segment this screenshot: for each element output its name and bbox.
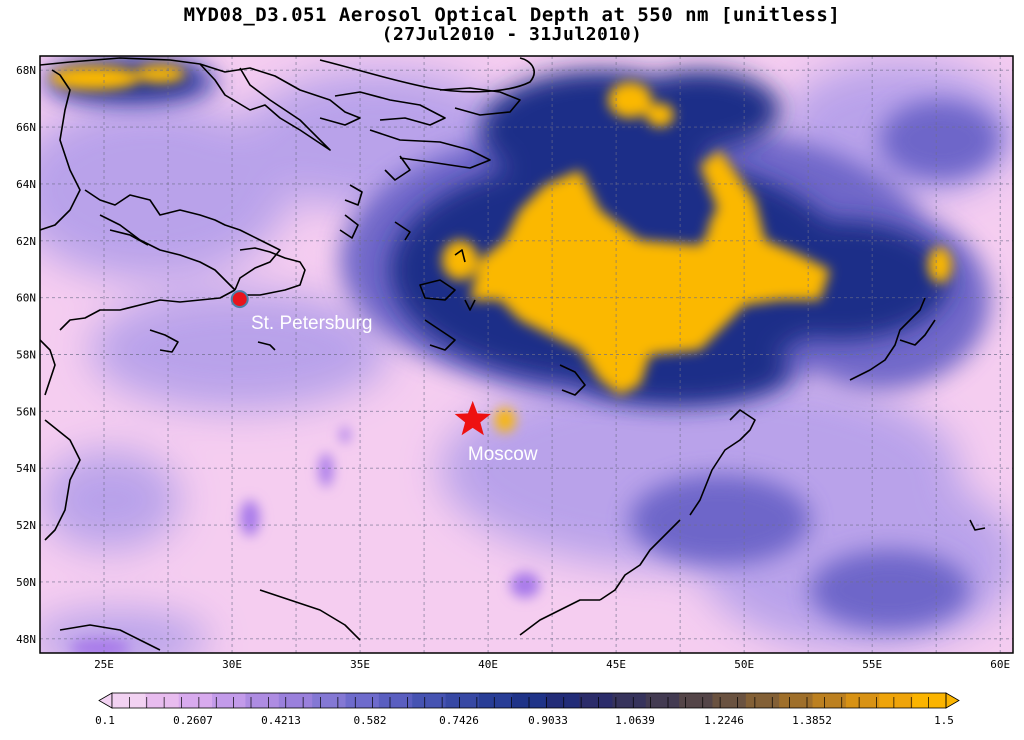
lat-tick-label: 66N [16, 121, 36, 134]
lat-tick-label: 48N [16, 633, 36, 646]
lon-tick-label: 60E [990, 658, 1010, 671]
colorbar-segment [745, 693, 780, 708]
lat-tick-label: 50N [16, 576, 36, 589]
lon-tick-label: 25E [94, 658, 114, 671]
map-frame [39, 55, 1014, 654]
colorbar-segment [178, 693, 213, 708]
colorbar-segment [412, 693, 447, 708]
colorbar-segment [679, 693, 713, 708]
colorbar-label: 0.4213 [261, 714, 301, 727]
colorbar-segment [278, 693, 313, 708]
colorbar-segment [145, 693, 180, 708]
lon-tick-label: 50E [734, 658, 754, 671]
lat-tick-label: 60N [16, 292, 36, 305]
colorbar-segment [545, 693, 580, 708]
colorbar-segment [212, 693, 246, 708]
latitude-labels: 48N 50N 52N 54N 56N 58N 60N 62N 64N 66N 68N [16, 64, 36, 646]
lat-tick-label: 68N [16, 64, 36, 77]
colorbar-label: 0.7426 [439, 714, 479, 727]
st-petersburg-marker [230, 290, 249, 309]
colorbar-label: 1.3852 [792, 714, 832, 727]
moscow-label: Moscow [468, 444, 538, 465]
lon-tick-label: 45E [606, 658, 626, 671]
colorbar-segment [912, 693, 947, 708]
colorbar-segment [345, 693, 380, 708]
st-petersburg-label: St. Petersburg [251, 313, 372, 334]
colorbar-segment [378, 693, 413, 708]
lon-tick-label: 40E [478, 658, 498, 671]
colorbar-segment [112, 693, 146, 708]
colorbar: 0.1 0.2607 0.4213 0.582 0.7426 0.9033 1.0639 1.… [95, 692, 960, 727]
colorbar-segment [478, 693, 513, 708]
colorbar-segment [445, 693, 480, 708]
coastlines [40, 57, 986, 651]
lon-tick-label: 55E [862, 658, 882, 671]
map-date-range: (27Jul2010 - 31Jul2010) [381, 24, 643, 45]
colorbar-segment [612, 693, 647, 708]
colorbar-label: 0.9033 [528, 714, 568, 727]
lat-tick-label: 58N [16, 349, 36, 362]
aerosol-field [40, 56, 1013, 653]
lon-tick-label: 30E [222, 658, 242, 671]
colorbar-segment [645, 693, 680, 708]
colorbar-low-arrow [98, 692, 113, 709]
lat-tick-label: 52N [16, 519, 36, 532]
lat-tick-label: 64N [16, 178, 36, 191]
lat-tick-label: 54N [16, 462, 36, 475]
longitude-labels: 25E 30E 35E 40E 45E 50E 55E 60E [94, 658, 1010, 671]
colorbar-label: 0.1 [95, 714, 115, 727]
colorbar-label: 1.2246 [704, 714, 744, 727]
lat-tick-label: 62N [16, 235, 36, 248]
colorbar-segment [779, 693, 814, 708]
map-title: MYD08_D3.051 Aerosol Optical Depth at 55… [183, 4, 841, 26]
colorbar-segment [879, 693, 914, 708]
colorbar-segment [845, 693, 880, 708]
colorbar-label: 0.2607 [173, 714, 213, 727]
colorbar-segment [312, 693, 347, 708]
city-markers: St. Petersburg Moscow [230, 290, 538, 465]
colorbar-segment [812, 693, 847, 708]
lat-tick-label: 56N [16, 405, 36, 418]
colorbar-segment [579, 693, 613, 708]
colorbar-label: 1.5 [934, 714, 954, 727]
colorbar-segment [245, 693, 280, 708]
moscow-star-icon [454, 400, 491, 436]
colorbar-segment [712, 693, 747, 708]
colorbar-label: 0.582 [353, 714, 386, 727]
lon-tick-label: 35E [350, 658, 370, 671]
graticule [40, 56, 1013, 653]
colorbar-high-arrow [945, 692, 960, 709]
colorbar-label: 1.0639 [615, 714, 655, 727]
